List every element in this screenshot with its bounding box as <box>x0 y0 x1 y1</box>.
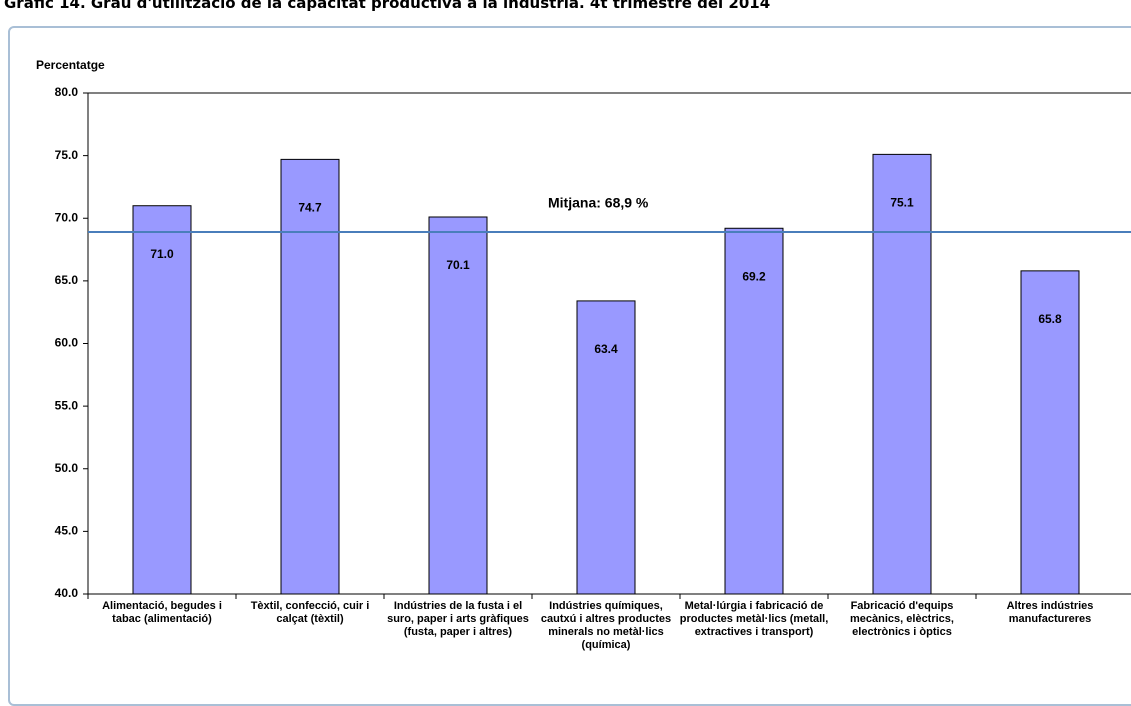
value-label: 70.1 <box>446 258 470 272</box>
y-axis-label: Percentatge <box>36 58 105 72</box>
y-tick-label: 75.0 <box>55 148 79 162</box>
y-tick-label: 55.0 <box>55 398 79 412</box>
value-label: 65.8 <box>1038 312 1062 326</box>
x-tick-label: Tèxtil, confecció, cuir i calçat (tèxtil… <box>250 600 370 625</box>
bar <box>724 227 784 595</box>
x-tick-label: Indústries químiques, cautxú i altres pr… <box>540 600 672 651</box>
bar <box>280 158 340 595</box>
x-tick-label: Altres indústries manufactureres <box>1006 600 1094 625</box>
y-tick-label: 80.0 <box>55 85 79 99</box>
chart-title: Gràfic 14. Grau d'utilització de la capa… <box>4 0 771 12</box>
bar <box>132 205 192 595</box>
bar <box>872 153 932 595</box>
x-tick-label: Alimentació, begudes i tabac (alimentaci… <box>102 600 222 625</box>
y-tick-label: 70.0 <box>55 210 79 224</box>
x-tick-label: Metal·lúrgia i fabricació de productes m… <box>679 600 829 638</box>
value-label: 71.0 <box>150 247 174 261</box>
value-label: 63.4 <box>594 342 618 356</box>
y-tick-label: 40.0 <box>55 586 79 600</box>
bar <box>1020 270 1080 595</box>
average-label: Mitjana: 68,9 % <box>548 195 649 211</box>
x-tick-label: Indústries de la fusta i el suro, paper … <box>387 600 529 638</box>
y-tick-label: 50.0 <box>55 461 79 475</box>
value-label: 74.7 <box>298 201 322 215</box>
y-tick-label: 65.0 <box>55 273 79 287</box>
bar <box>428 216 488 595</box>
y-tick-label: 60.0 <box>55 336 79 350</box>
bar <box>576 300 636 595</box>
value-label: 69.2 <box>742 269 766 283</box>
x-tick-label: Fabricació d'equips mecànics, elèctrics,… <box>850 600 954 638</box>
value-label: 75.1 <box>890 196 914 210</box>
y-tick-label: 45.0 <box>55 524 79 538</box>
